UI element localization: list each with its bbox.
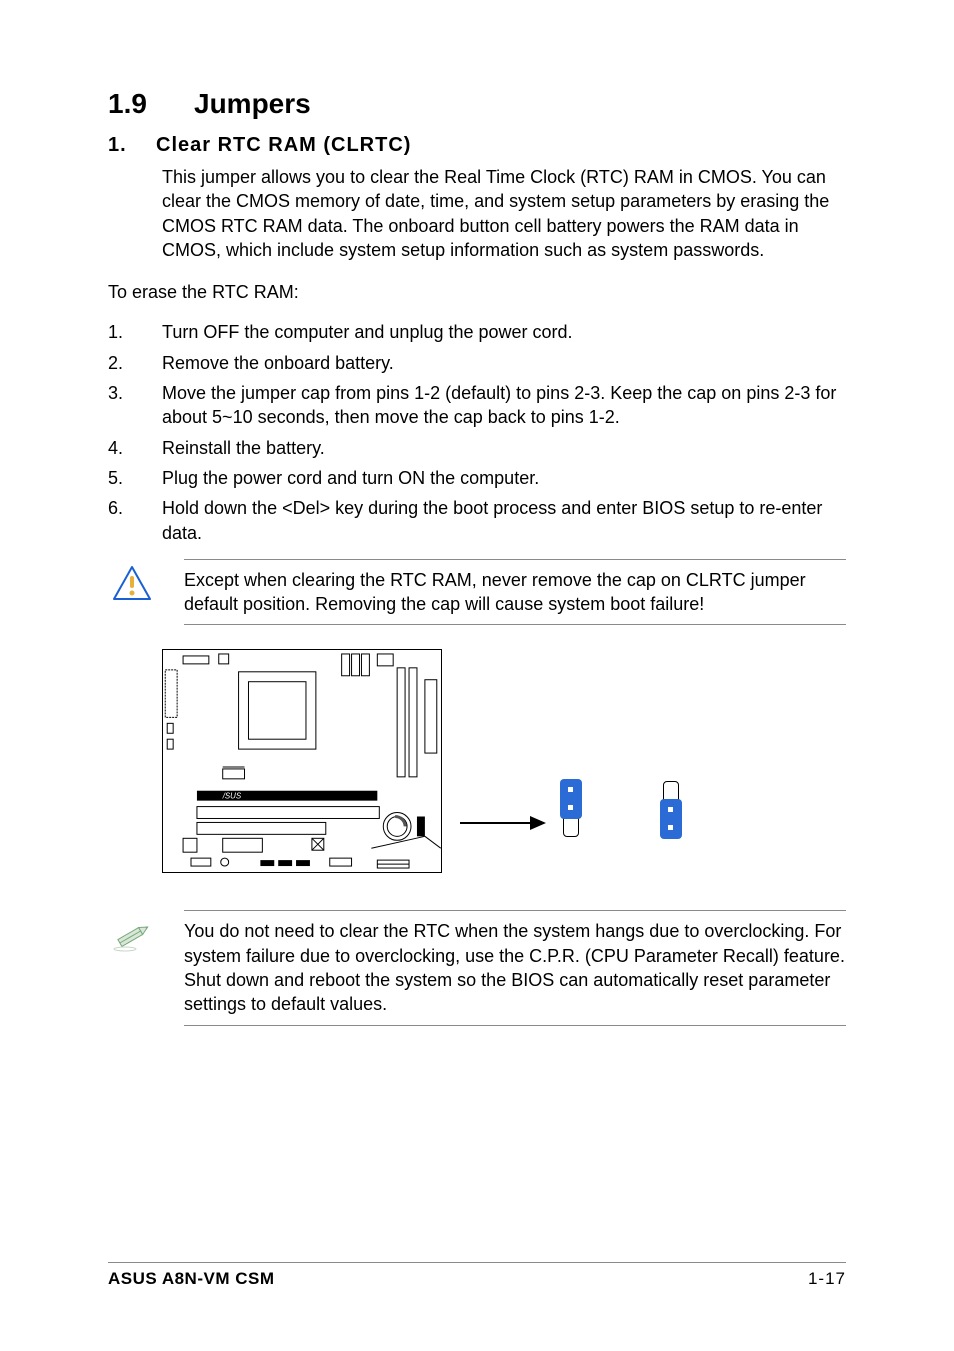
footer-page-number: 1-17 [808, 1269, 846, 1289]
motherboard-diagram: /SUS [162, 643, 846, 888]
step-item: 3. Move the jumper cap from pins 1-2 (def… [108, 381, 846, 430]
warning-callout: Except when clearing the RTC RAM, never … [108, 559, 846, 626]
arrow-icon [460, 813, 546, 833]
motherboard-outline: /SUS [162, 649, 442, 873]
warning-icon [108, 559, 156, 601]
page-footer: ASUS A8N-VM CSM 1-17 [108, 1262, 846, 1289]
step-item: 2. Remove the onboard battery. [108, 351, 846, 375]
note-callout: You do not need to clear the RTC when th… [108, 910, 846, 1025]
warning-text: Except when clearing the RTC RAM, never … [184, 559, 846, 626]
step-number: 5. [108, 466, 123, 490]
erase-intro: To erase the RTC RAM: [108, 280, 846, 304]
svg-text:/SUS: /SUS [222, 792, 242, 801]
step-item: 4. Reinstall the battery. [108, 436, 846, 460]
step-text: Hold down the <Del> key during the boot … [162, 498, 822, 542]
step-number: 4. [108, 436, 123, 460]
subsection-number: 1. [108, 134, 156, 157]
step-number: 1. [108, 320, 123, 344]
step-number: 2. [108, 351, 123, 375]
step-item: 1. Turn OFF the computer and unplug the p… [108, 320, 846, 344]
step-number: 3. [108, 381, 123, 405]
subsection-heading: 1.Clear RTC RAM (CLRTC) [108, 134, 846, 157]
section-number: 1.9 [108, 88, 194, 120]
step-number: 6. [108, 496, 123, 520]
step-text: Move the jumper cap from pins 1-2 (defau… [162, 383, 836, 427]
step-text: Remove the onboard battery. [162, 353, 394, 373]
jumper-clear [660, 781, 682, 837]
section-title: Jumpers [194, 88, 311, 119]
steps-list: 1. Turn OFF the computer and unplug the p… [108, 320, 846, 544]
subsection-title: Clear RTC RAM (CLRTC) [156, 134, 411, 156]
subsection-paragraph: This jumper allows you to clear the Real… [162, 165, 846, 262]
note-text: You do not need to clear the RTC when th… [184, 910, 846, 1025]
step-item: 6. Hold down the <Del> key during the boo… [108, 496, 846, 545]
section-heading: 1.9Jumpers [108, 88, 846, 120]
step-text: Reinstall the battery. [162, 438, 325, 458]
step-text: Turn OFF the computer and unplug the pow… [162, 322, 573, 342]
step-text: Plug the power cord and turn ON the comp… [162, 468, 539, 488]
pencil-icon [108, 910, 156, 956]
footer-product: ASUS A8N-VM CSM [108, 1269, 275, 1289]
jumper-normal [560, 781, 582, 837]
step-item: 5. Plug the power cord and turn ON the co… [108, 466, 846, 490]
